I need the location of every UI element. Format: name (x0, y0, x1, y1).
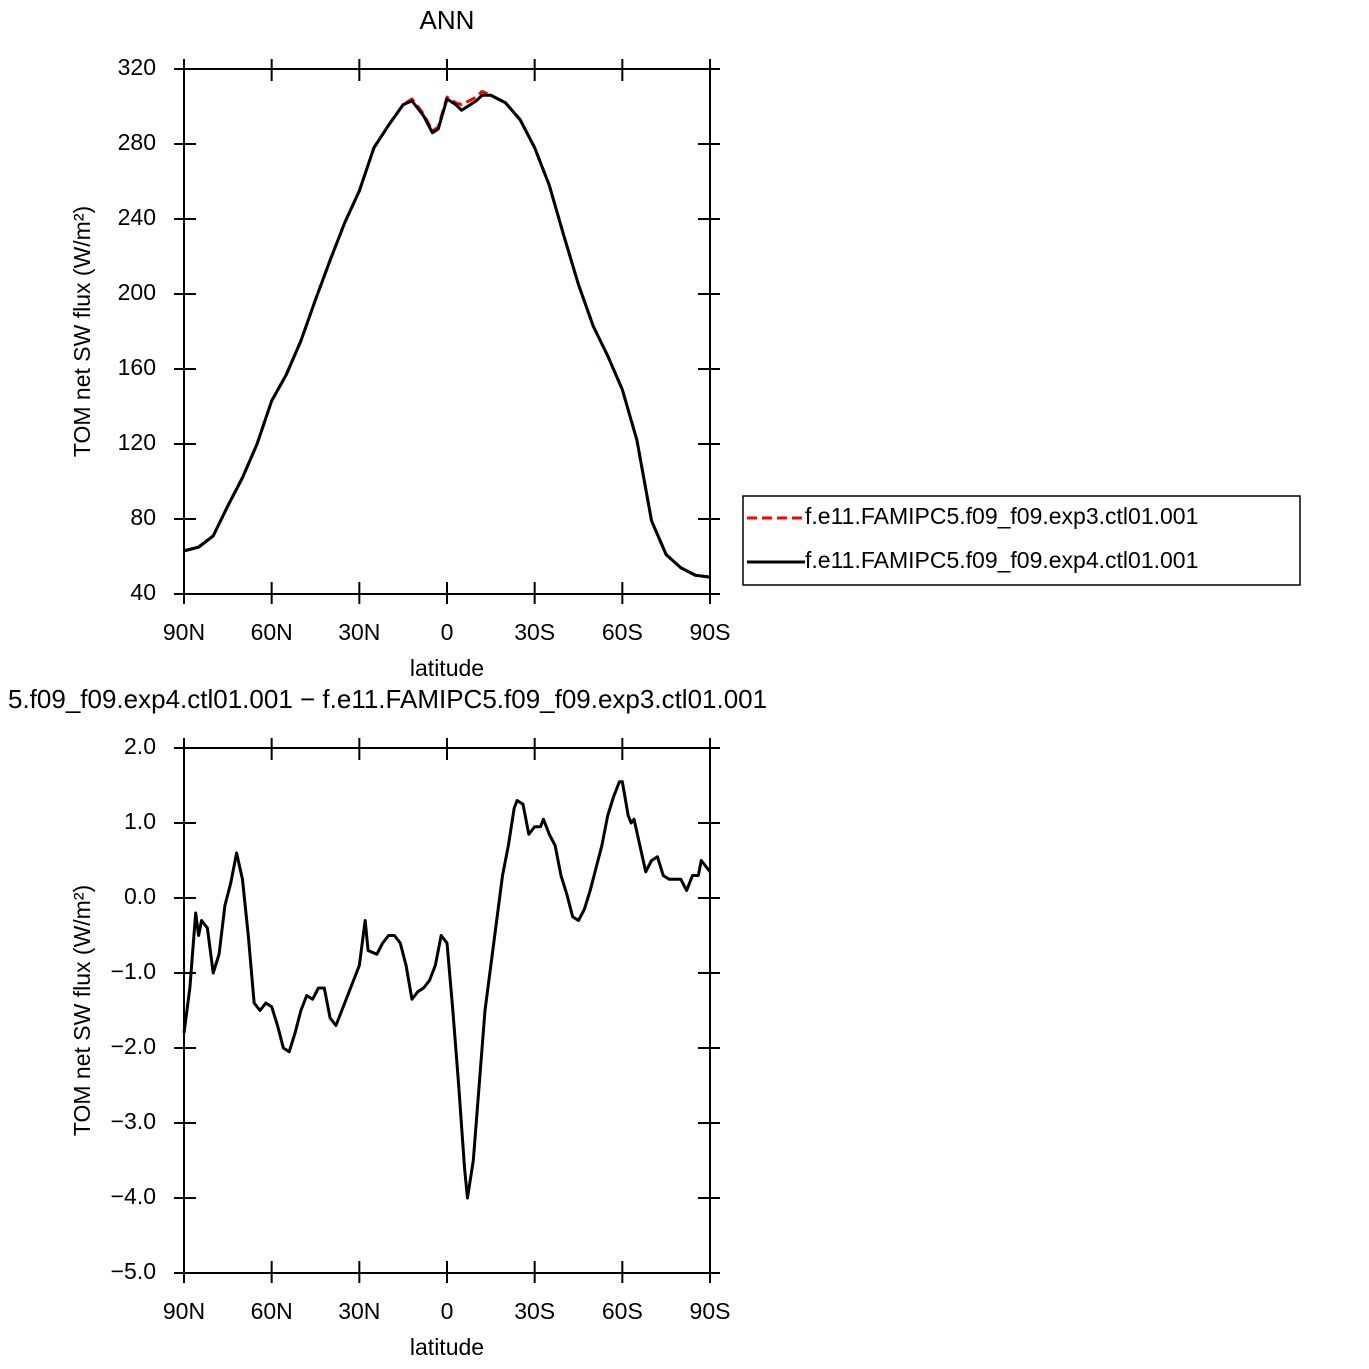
y-tick-label: −4.0 (111, 1183, 156, 1209)
y-tick-label: 280 (118, 129, 156, 155)
plot-frame (183, 747, 711, 1274)
x-tick-label: 30S (514, 1298, 555, 1324)
y-tick-label: 0.0 (124, 883, 156, 909)
series-line (182, 780, 712, 1200)
legend-label: f.e11.FAMIPC5.f09_f09.exp3.ctl01.001 (805, 503, 1198, 529)
x-tick-label: 30N (338, 619, 380, 645)
series-line (183, 93, 711, 579)
chart-title: 5.f09_f09.exp4.ctl01.001 − f.e11.FAMIPC5… (8, 684, 767, 714)
x-tick-label: 0 (441, 619, 454, 645)
y-tick-label: 1.0 (124, 808, 156, 834)
y-tick-label: −3.0 (111, 1108, 156, 1134)
plot-frame (183, 68, 711, 595)
y-tick-label: 200 (118, 279, 156, 305)
x-tick-label: 90S (690, 619, 731, 645)
x-tick-label: 90N (163, 619, 205, 645)
y-tick-label: 120 (118, 429, 156, 455)
y-tick-label: 80 (130, 504, 156, 530)
y-tick-label: 2.0 (124, 733, 156, 759)
legend-box (742, 495, 1301, 586)
x-tick-label: 0 (441, 1298, 454, 1324)
y-tick-label: 160 (118, 354, 156, 380)
x-tick-label: 60N (251, 1298, 293, 1324)
y-tick-label: −2.0 (111, 1033, 156, 1059)
x-axis-label: latitude (410, 655, 484, 681)
y-axis-label: TOM net SW flux (W/m²) (69, 885, 95, 1136)
x-axis-label: latitude (410, 1334, 484, 1360)
y-tick-label: 240 (118, 204, 156, 230)
x-tick-label: 90N (163, 1298, 205, 1324)
y-axis-label: TOM net SW flux (W/m²) (69, 206, 95, 457)
series-line (183, 90, 711, 579)
x-tick-label: 90S (690, 1298, 731, 1324)
y-tick-label: −1.0 (111, 958, 156, 984)
y-tick-label: 40 (130, 579, 156, 605)
x-tick-label: 30N (338, 1298, 380, 1324)
y-tick-label: 320 (118, 54, 156, 80)
x-tick-label: 30S (514, 619, 555, 645)
legend-label: f.e11.FAMIPC5.f09_f09.exp4.ctl01.001 (805, 547, 1198, 573)
chart-title: ANN (420, 5, 475, 35)
x-tick-label: 60S (602, 619, 643, 645)
y-tick-label: −5.0 (111, 1258, 156, 1284)
x-tick-label: 60S (602, 1298, 643, 1324)
x-tick-label: 60N (251, 619, 293, 645)
